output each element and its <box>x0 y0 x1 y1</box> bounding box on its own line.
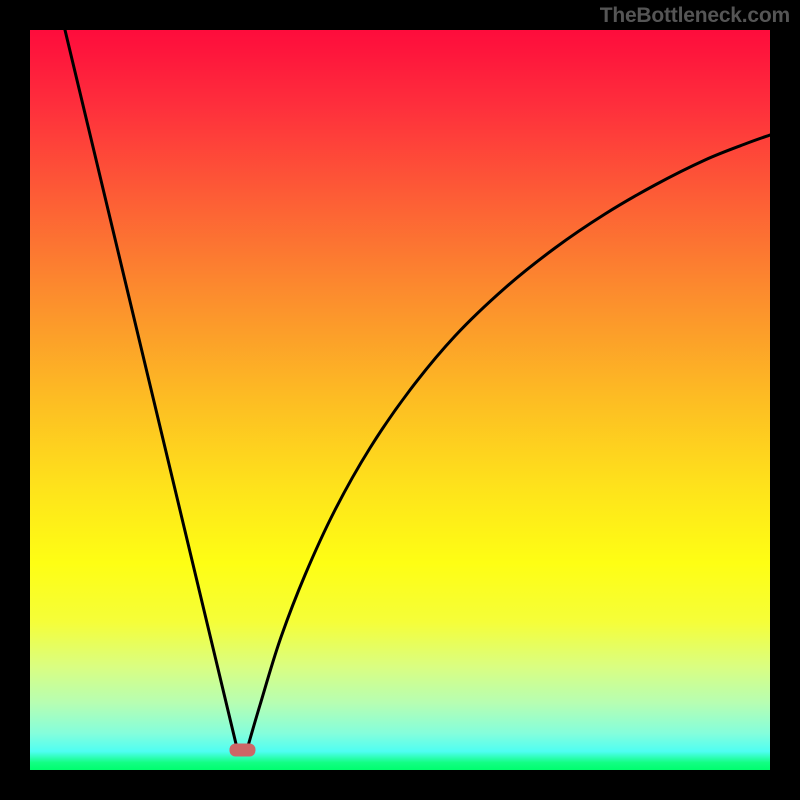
plot-background <box>30 30 770 770</box>
watermark-text: TheBottleneck.com <box>600 4 790 28</box>
minimum-marker <box>230 744 256 757</box>
bottleneck-curve-chart <box>0 0 800 800</box>
